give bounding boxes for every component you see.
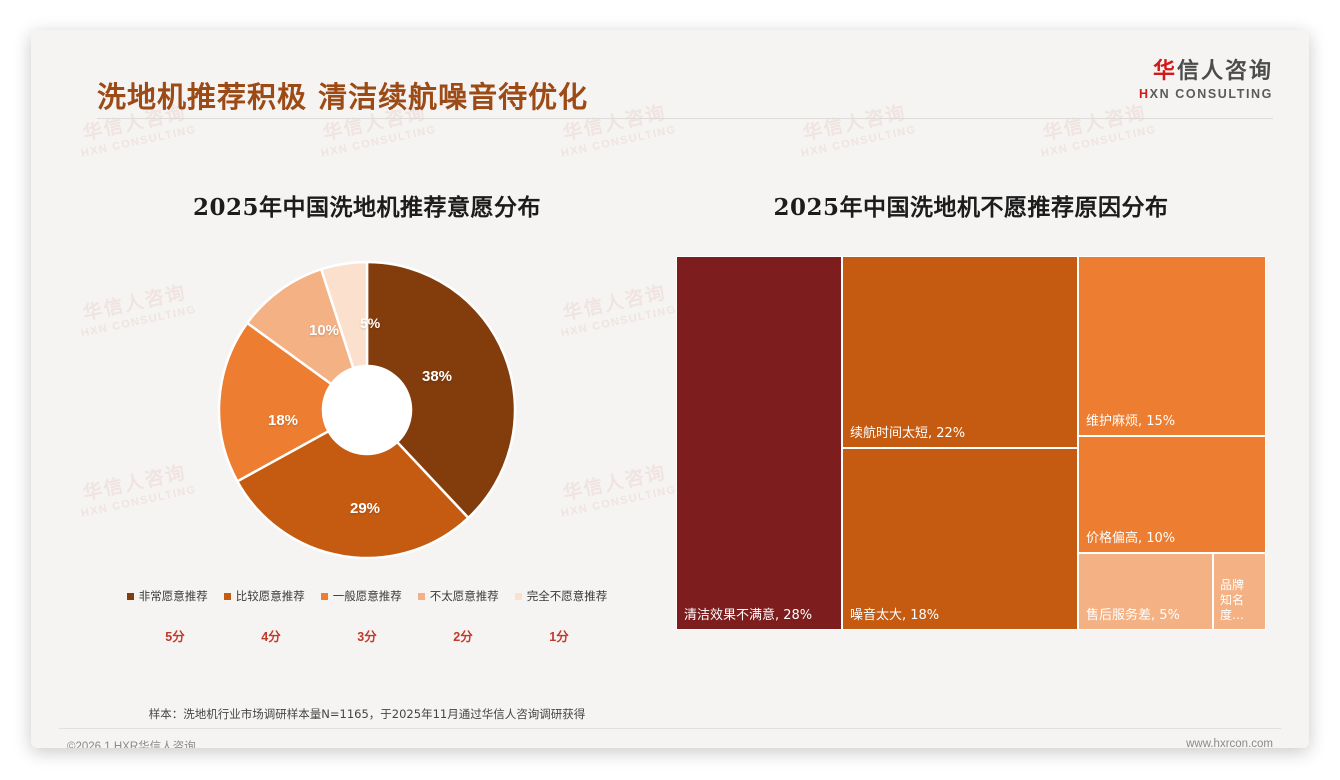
logo-english-rest: XN CONSULTING bbox=[1149, 86, 1273, 101]
donut-value-label: 5% bbox=[360, 315, 381, 331]
left-chart-title: 2025年中国洗地机推荐意愿分布 bbox=[192, 194, 541, 221]
sample-footnote: 样本：洗地机行业市场调研样本量N=1165，于2025年11月通过华信人咨询调研… bbox=[148, 707, 586, 721]
score-label: 5分 bbox=[165, 630, 185, 644]
logo-chinese-red: 华 bbox=[1152, 58, 1177, 83]
right-chart-title: 2025年中国洗地机不愿推荐原因分布 bbox=[773, 194, 1169, 221]
legend-item[interactable]: 不太愿意推荐 bbox=[417, 588, 499, 604]
footer-divider bbox=[59, 728, 1281, 729]
treemap-cell-label: 品牌知名度… bbox=[1220, 578, 1245, 622]
legend-swatch-icon bbox=[223, 592, 231, 600]
donut-legend: 非常愿意推荐 比较愿意推荐 一般愿意推荐 不太愿意推荐 完全不愿意推荐 bbox=[67, 588, 667, 604]
treemap-cell-label: 维护麻烦, 15% bbox=[1086, 413, 1176, 429]
header-divider bbox=[97, 118, 1273, 119]
donut-value-label: 29% bbox=[350, 500, 381, 517]
treemap-cell[interactable]: 清洁效果不满意, 28% bbox=[676, 256, 842, 630]
treemap-cell[interactable]: 续航时间太短, 22% bbox=[842, 256, 1078, 448]
slide-header: 洗地机推荐积极 清洁续航噪音待优化 华信人咨询 HXN CONSULTING bbox=[31, 30, 1309, 122]
slide-footer: ©2026.1 HXR华信人咨询 www.hxrcon.com bbox=[31, 728, 1309, 748]
logo-chinese-rest: 信人咨询 bbox=[1176, 58, 1273, 83]
score-label: 4分 bbox=[261, 630, 281, 644]
donut-value-label: 38% bbox=[422, 368, 453, 385]
legend-swatch-icon bbox=[126, 592, 134, 600]
treemap-cell-label: 价格偏高, 10% bbox=[1086, 530, 1176, 546]
footer-copyright: ©2026.1 HXR华信人咨询 bbox=[67, 741, 196, 748]
legend-swatch-icon bbox=[320, 592, 328, 600]
donut-chart: 38% 29% 18% 10% 5% bbox=[217, 260, 517, 560]
donut-chart-svg bbox=[217, 260, 517, 560]
treemap-cell-label: 清洁效果不满意, 28% bbox=[684, 607, 813, 623]
legend-swatch-icon bbox=[514, 592, 522, 600]
treemap-cell-label: 售后服务差, 5% bbox=[1086, 607, 1180, 623]
treemap-cell-label: 噪音太大, 18% bbox=[850, 607, 940, 623]
treemap-cell[interactable]: 价格偏高, 10% bbox=[1078, 436, 1266, 553]
footer-website[interactable]: www.hxrcon.com bbox=[1186, 738, 1273, 748]
legend-swatch-icon bbox=[417, 592, 425, 600]
legend-label: 一般愿意推荐 bbox=[332, 591, 402, 603]
treemap-chart: 清洁效果不满意, 28% 续航时间太短, 22% 噪音太大, 18% 维护麻烦,… bbox=[676, 256, 1266, 630]
legend-label: 不太愿意推荐 bbox=[429, 591, 499, 603]
slide-card: 华信人咨询 HXN CONSULTING 华信人咨询 HXN CONSULTIN… bbox=[31, 30, 1309, 748]
legend-item[interactable]: 非常愿意推荐 bbox=[126, 588, 208, 604]
score-scale: 5分 4分 3分 2分 1分 bbox=[67, 626, 667, 645]
treemap-cell[interactable]: 维护麻烦, 15% bbox=[1078, 256, 1266, 436]
panel-reasons-not-recommend: 2025年中国洗地机不愿推荐原因分布 清洁效果不满意, 28% 续航时间太短, … bbox=[667, 140, 1275, 700]
page-title: 洗地机推荐积极 清洁续航噪音待优化 bbox=[97, 80, 589, 114]
donut-value-label: 10% bbox=[309, 322, 340, 339]
treemap-cell[interactable]: 售后服务差, 5% bbox=[1078, 553, 1213, 630]
legend-item[interactable]: 完全不愿意推荐 bbox=[514, 588, 608, 604]
score-label: 2分 bbox=[453, 630, 473, 644]
panel-recommendation-willingness: 2025年中国洗地机推荐意愿分布 38% 29% 18% 10% 5% 非常愿意… bbox=[67, 140, 667, 700]
legend-label: 完全不愿意推荐 bbox=[526, 591, 608, 603]
logo-english-red: H bbox=[1139, 86, 1150, 101]
legend-item[interactable]: 比较愿意推荐 bbox=[223, 588, 305, 604]
donut-hole bbox=[323, 366, 411, 454]
brand-logo: 华信人咨询 HXN CONSULTING bbox=[1139, 58, 1273, 101]
treemap-cell[interactable]: 品牌知名度… bbox=[1213, 553, 1266, 630]
legend-label: 比较愿意推荐 bbox=[235, 591, 305, 603]
score-label: 1分 bbox=[549, 630, 569, 644]
treemap-cell[interactable]: 噪音太大, 18% bbox=[842, 448, 1078, 630]
donut-value-label: 18% bbox=[268, 412, 299, 429]
treemap-cell-label: 续航时间太短, 22% bbox=[850, 425, 966, 441]
legend-label: 非常愿意推荐 bbox=[138, 591, 208, 603]
logo-chinese: 华信人咨询 bbox=[1139, 58, 1273, 84]
legend-item[interactable]: 一般愿意推荐 bbox=[320, 588, 402, 604]
score-label: 3分 bbox=[357, 630, 377, 644]
logo-english: HXN CONSULTING bbox=[1139, 87, 1273, 101]
